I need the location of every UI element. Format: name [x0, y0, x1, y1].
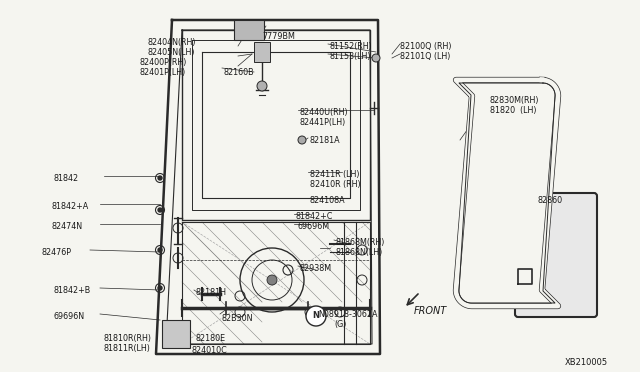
Text: FRONT: FRONT	[414, 306, 447, 316]
Text: 81820  (LH): 81820 (LH)	[490, 106, 536, 115]
Text: 82B30N: 82B30N	[222, 314, 253, 323]
Text: 82830M(RH): 82830M(RH)	[490, 96, 540, 105]
Text: 81811R(LH): 81811R(LH)	[104, 344, 151, 353]
Text: 824010C: 824010C	[192, 346, 228, 355]
Text: 82476P: 82476P	[42, 248, 72, 257]
Circle shape	[298, 136, 306, 144]
Text: 82181H: 82181H	[196, 288, 227, 297]
Text: 82100Q (RH): 82100Q (RH)	[400, 42, 451, 51]
Text: 81842: 81842	[54, 174, 79, 183]
Text: 82938M: 82938M	[300, 264, 332, 273]
Circle shape	[372, 54, 380, 62]
Text: 81842+A: 81842+A	[52, 202, 89, 211]
Circle shape	[306, 306, 326, 326]
Text: N08918-3062A: N08918-3062A	[318, 310, 378, 319]
Circle shape	[267, 275, 277, 285]
Text: 82441P(LH): 82441P(LH)	[300, 118, 346, 127]
Text: 81868M(RH): 81868M(RH)	[336, 238, 385, 247]
Circle shape	[158, 208, 162, 212]
Text: 82181A: 82181A	[310, 136, 340, 145]
Circle shape	[158, 248, 162, 252]
Text: 81868N(LH): 81868N(LH)	[336, 248, 383, 257]
Text: 82160B: 82160B	[224, 68, 255, 77]
Circle shape	[158, 286, 162, 290]
Text: XB210005: XB210005	[565, 358, 608, 367]
Text: 82860: 82860	[538, 196, 563, 205]
Text: 82400P(RH): 82400P(RH)	[140, 58, 188, 67]
Polygon shape	[456, 80, 558, 306]
Text: 81842+B: 81842+B	[54, 286, 92, 295]
Text: 81842+C: 81842+C	[296, 212, 333, 221]
Text: 82180E: 82180E	[196, 334, 226, 343]
Text: 81810R(RH): 81810R(RH)	[104, 334, 152, 343]
Polygon shape	[234, 20, 264, 40]
Text: 81152(RH): 81152(RH)	[330, 42, 372, 51]
Text: 69696N: 69696N	[54, 312, 85, 321]
Text: 82401P(LH): 82401P(LH)	[140, 68, 186, 77]
Text: 82405N(LH): 82405N(LH)	[148, 48, 195, 57]
FancyBboxPatch shape	[515, 193, 597, 317]
Text: 81153(LH): 81153(LH)	[330, 52, 371, 61]
Text: N: N	[312, 311, 319, 321]
Text: 82410R (RH): 82410R (RH)	[310, 180, 360, 189]
Polygon shape	[254, 42, 270, 62]
Text: 824108A: 824108A	[310, 196, 346, 205]
Text: 82411R (LH): 82411R (LH)	[310, 170, 360, 179]
Text: (G): (G)	[334, 320, 346, 329]
Text: 82474N: 82474N	[52, 222, 83, 231]
Text: 82101Q (LH): 82101Q (LH)	[400, 52, 451, 61]
Text: 82440U(RH): 82440U(RH)	[300, 108, 349, 117]
Text: 7779BM: 7779BM	[262, 32, 295, 41]
Circle shape	[257, 81, 267, 91]
Polygon shape	[162, 320, 190, 348]
Text: 82404N(RH): 82404N(RH)	[148, 38, 196, 47]
Text: 69696M: 69696M	[298, 222, 330, 231]
Circle shape	[158, 176, 162, 180]
